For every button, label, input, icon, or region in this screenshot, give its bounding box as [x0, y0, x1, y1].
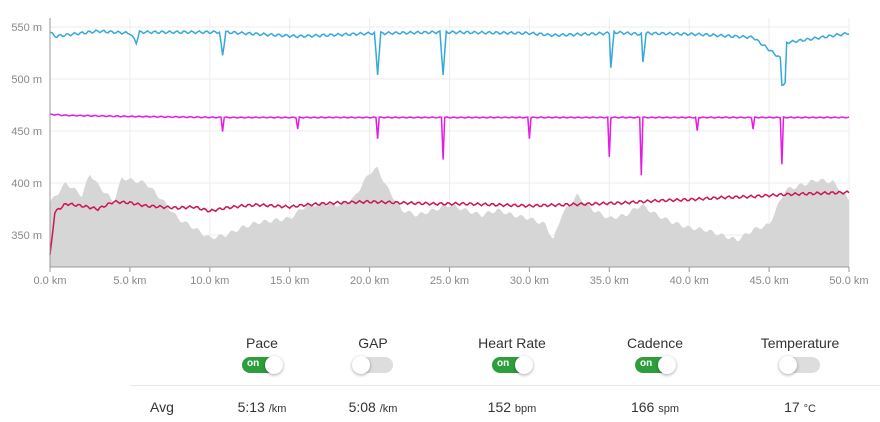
avg-value: 5:13: [237, 399, 265, 415]
cadence-label: Cadence: [626, 335, 684, 351]
y-tick-label: 350 m: [11, 230, 42, 242]
temperature-avg: 17 °C: [730, 399, 870, 415]
y-tick-label: 400 m: [11, 178, 42, 190]
gap-toggle[interactable]: [352, 356, 393, 374]
avg-value: 5:08: [348, 399, 376, 415]
toggle-on-text: on: [640, 358, 653, 369]
y-tick-label: 450 m: [11, 126, 42, 138]
x-tick-label: 35.0 km: [590, 275, 629, 287]
x-tick-label: 5.0 km: [113, 275, 146, 287]
elevation-area: [50, 166, 849, 267]
gap-label: GAP: [358, 335, 388, 351]
x-tick-label: 45.0 km: [750, 275, 789, 287]
x-tick-label: 10.0 km: [190, 275, 229, 287]
series-line-heart-rate: [49, 113, 850, 176]
x-tick-label: 0.0 km: [33, 275, 66, 287]
avg-unit: spm: [658, 403, 680, 415]
temperature-toggle[interactable]: [779, 356, 820, 374]
x-tick-label: 20.0 km: [350, 275, 389, 287]
heart-rate-label: Heart Rate: [478, 335, 546, 351]
toggle-on-text: on: [247, 358, 260, 369]
toggle-knob: [779, 356, 797, 374]
divider: [130, 385, 880, 386]
avg-value: 17: [784, 399, 800, 415]
pace-avg: 5:13 /km: [192, 399, 332, 415]
y-tick-label: 550 m: [11, 22, 42, 34]
gap-avg: 5:08 /km: [303, 399, 443, 415]
cadence-avg: 166 spm: [585, 399, 725, 415]
x-tick-label: 40.0 km: [670, 275, 709, 287]
avg-label: Avg: [150, 399, 174, 415]
elevation-chart[interactable]: 350 m 400 m 450 m 500 m 550 m 0.0 km 5.0 km 10.…: [0, 0, 880, 300]
x-tick-label: 15.0 km: [270, 275, 309, 287]
series-line-pace: [49, 29, 850, 87]
avg-unit: °C: [803, 403, 816, 415]
series-line-cadence: [49, 190, 850, 255]
x-tick-label: 50.0 km: [829, 275, 868, 287]
avg-value: 152: [487, 399, 512, 415]
heart-rate-toggle[interactable]: on: [492, 356, 533, 374]
avg-unit: /km: [268, 403, 287, 415]
toggle-knob: [265, 356, 283, 374]
toggle-knob: [658, 356, 676, 374]
pace-label: Pace: [246, 335, 278, 351]
x-tick-label: 25.0 km: [430, 275, 469, 287]
avg-unit: bpm: [514, 403, 537, 415]
temperature-label: Temperature: [760, 335, 840, 351]
avg-value: 166: [630, 399, 655, 415]
cadence-toggle[interactable]: on: [635, 356, 676, 374]
avg-unit: /km: [379, 403, 398, 415]
heart-rate-avg: 152 bpm: [442, 399, 582, 415]
toggle-on-text: on: [497, 358, 510, 369]
x-tick-label: 30.0 km: [510, 275, 549, 287]
y-tick-label: 500 m: [11, 74, 42, 86]
toggle-knob: [515, 356, 533, 374]
toggle-knob: [352, 356, 370, 374]
pace-toggle[interactable]: on: [242, 356, 283, 374]
